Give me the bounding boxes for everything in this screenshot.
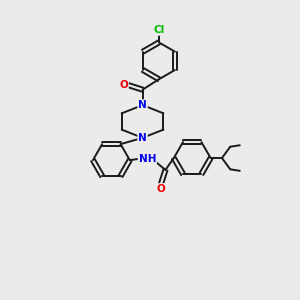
Text: NH: NH [139, 154, 156, 164]
Text: Cl: Cl [153, 25, 164, 35]
Text: O: O [119, 80, 128, 90]
Text: N: N [138, 100, 147, 110]
Text: O: O [157, 184, 165, 194]
Text: N: N [138, 133, 147, 143]
